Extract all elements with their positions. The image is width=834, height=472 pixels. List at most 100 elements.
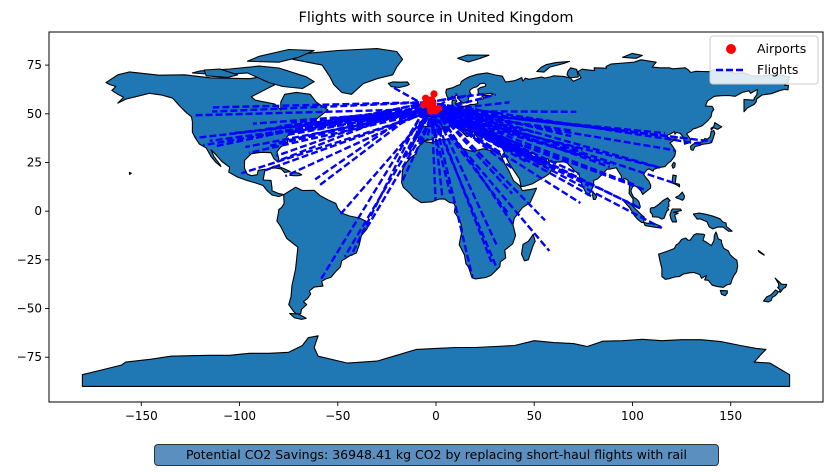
land-mindanao: [675, 191, 686, 201]
flight-line: [275, 100, 430, 158]
flight-line: [212, 100, 430, 109]
land-hokkaido: [710, 122, 723, 131]
land-new-caledonia: [757, 249, 765, 256]
land-svalbard: [457, 54, 490, 63]
land-victoria-island: [203, 68, 239, 78]
land-hawaii: [128, 171, 132, 175]
flight-line: [269, 107, 433, 147]
flight-line: [314, 101, 428, 181]
y-tick-label: 75: [27, 58, 42, 72]
flight-line: [343, 108, 434, 258]
flight-line: [264, 109, 432, 172]
world-map: [81, 48, 791, 387]
chart-title: Flights with source in United Kingdom: [299, 10, 574, 26]
legend-airports-label: Airports: [757, 41, 806, 56]
flight-line: [433, 110, 499, 247]
flight-line: [430, 109, 647, 192]
flight-line: [240, 108, 437, 175]
legend-airports-marker: [726, 44, 736, 54]
airport-marker: [420, 101, 428, 109]
land-tasmania: [719, 289, 728, 297]
y-tick-label: 25: [27, 155, 42, 169]
flight-line: [426, 101, 499, 270]
flight-line: [426, 101, 514, 170]
flight-line: [434, 109, 582, 205]
land-nz-south: [762, 289, 779, 303]
flight-line: [339, 110, 432, 215]
x-tick-label: 0: [432, 409, 440, 423]
flight-line: [391, 85, 436, 112]
flight-line: [431, 108, 474, 278]
x-axis: −150 −100 −50 0 50 100 150: [125, 402, 742, 423]
land-iceland: [387, 81, 410, 89]
land-sumatra: [622, 199, 645, 224]
land-australia: [658, 231, 739, 288]
flight-line: [426, 101, 524, 135]
land-severnaya-zemlya: [622, 52, 643, 59]
flight-line: [431, 107, 590, 187]
legend: Airports Flights: [709, 35, 819, 85]
land-cuba: [268, 165, 291, 173]
airport-marker: [422, 94, 430, 102]
land-new-guinea: [692, 212, 733, 232]
flight-line: [429, 100, 572, 138]
x-tick-label: −150: [125, 409, 158, 423]
flight-line: [212, 101, 428, 113]
x-tick-label: −100: [223, 409, 256, 423]
y-axis: −75 −50 −25 0 25 50 75: [17, 58, 49, 364]
airports-layer: [420, 90, 443, 115]
land-north-america: [105, 71, 329, 198]
land-novaya-zemlya: [536, 60, 571, 73]
flight-line: [426, 102, 452, 194]
flight-line: [320, 101, 431, 280]
flight-line: [310, 109, 436, 125]
flight-line: [431, 106, 580, 176]
x-tick-label: 100: [621, 409, 644, 423]
x-tick-label: −50: [325, 409, 350, 423]
land-ellesmere: [246, 48, 315, 63]
land-sulawesi: [669, 208, 682, 223]
land-greenland: [292, 48, 404, 95]
flight-line: [430, 109, 661, 169]
flight-line: [430, 106, 493, 263]
legend-frame: [709, 35, 819, 85]
y-tick-label: −50: [17, 302, 42, 316]
x-tick-label: 50: [527, 409, 542, 423]
land-taiwan: [671, 161, 676, 169]
airport-marker: [428, 105, 437, 113]
flight-line: [278, 106, 432, 144]
y-tick-label: −25: [17, 253, 42, 267]
legend-flights-label: Flights: [757, 62, 798, 77]
flight-line: [404, 108, 434, 158]
airport-marker: [430, 90, 438, 98]
co2-savings-note: Potential CO2 Savings: 36948.41 kg CO2 b…: [154, 444, 719, 466]
flight-line: [431, 108, 444, 199]
flight-line: [318, 101, 431, 187]
flight-line: [430, 109, 614, 166]
flight-line: [350, 101, 429, 257]
flight-line: [332, 106, 432, 120]
land-madagascar: [520, 233, 536, 262]
land-borneo: [649, 197, 671, 220]
y-tick-label: 50: [27, 107, 42, 121]
flight-line: [418, 110, 432, 132]
flight-line: [215, 100, 430, 148]
flight-line: [435, 109, 663, 230]
flight-line: [429, 110, 551, 252]
y-tick-label: −75: [17, 350, 42, 364]
flight-line: [431, 107, 637, 207]
land-tierra-del-fuego: [289, 312, 307, 320]
land-antarctica: [81, 335, 791, 387]
flight-line: [430, 109, 577, 113]
flight-line: [209, 109, 431, 143]
flight-line: [427, 101, 703, 146]
airport-marker: [435, 104, 443, 113]
flight-line: [400, 110, 437, 184]
x-tick-label: 150: [719, 409, 742, 423]
flight-line: [435, 109, 514, 226]
land-nz-north: [774, 277, 788, 293]
flight-line: [428, 101, 546, 222]
land-south-america: [276, 186, 368, 316]
y-tick-label: 0: [34, 204, 42, 218]
